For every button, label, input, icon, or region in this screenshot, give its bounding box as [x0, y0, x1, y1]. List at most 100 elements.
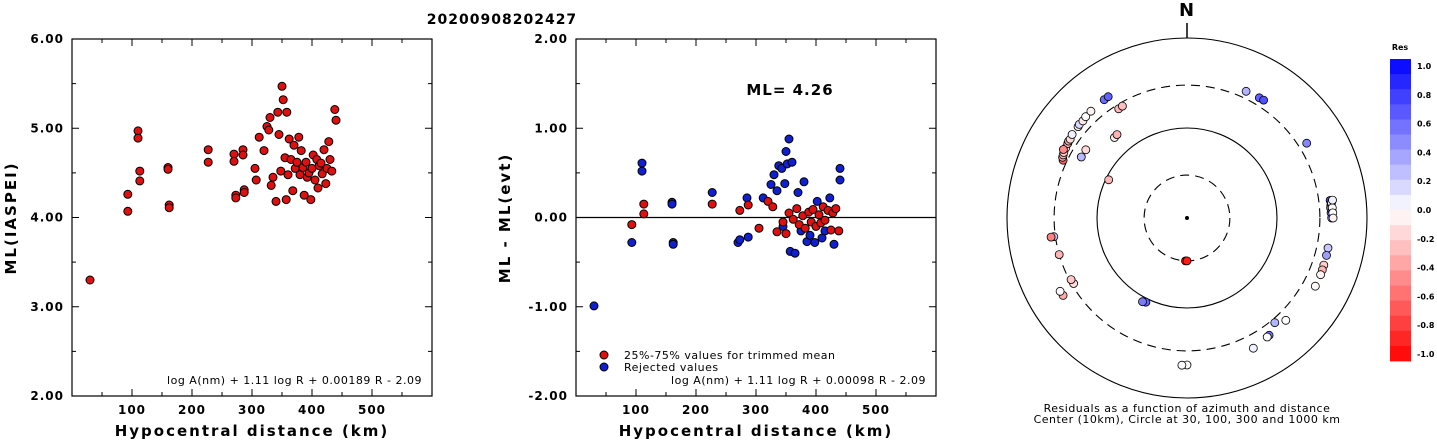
data-point — [278, 95, 288, 105]
data-point — [766, 180, 776, 189]
colorbar-tick-label: -0.2 — [1417, 235, 1435, 244]
station-point — [1328, 195, 1337, 205]
y-tick-label: 0.00 — [534, 211, 568, 225]
station-point — [1328, 213, 1338, 223]
data-point — [667, 199, 677, 209]
y-tick-label: -1.00 — [528, 300, 568, 314]
station-point — [1081, 145, 1091, 155]
data-point — [203, 157, 213, 167]
colorbar-cell — [1390, 134, 1411, 150]
station-point — [1248, 343, 1258, 353]
distance-rings — [1006, 37, 1368, 399]
data-point — [810, 238, 820, 247]
data-point — [239, 188, 249, 197]
station-point — [1259, 95, 1268, 105]
data-point — [781, 229, 791, 239]
data-point — [123, 189, 133, 199]
data-point — [306, 195, 316, 205]
x-tick-label: 200 — [178, 403, 206, 417]
data-point — [330, 105, 340, 114]
data-point — [784, 134, 794, 144]
colorbar-cell — [1390, 119, 1411, 135]
polar-caption-line1: Residuals as a function of azimuth and d… — [1044, 402, 1331, 415]
station-point — [1316, 270, 1325, 280]
data-point — [788, 214, 798, 224]
data-point — [265, 113, 275, 122]
y-tick-label: -2.00 — [528, 389, 568, 403]
station-point — [1059, 145, 1068, 154]
data-point — [316, 158, 326, 168]
colorbar-cell — [1390, 225, 1411, 241]
colorbar-cell — [1390, 89, 1411, 105]
data-point — [639, 209, 649, 219]
data-point — [274, 130, 284, 139]
data-point — [772, 227, 782, 237]
data-point — [266, 180, 276, 190]
station-point — [1076, 152, 1086, 162]
colorbar-cell — [1390, 104, 1411, 120]
data-point — [799, 177, 809, 187]
data-point — [805, 230, 815, 240]
data-point — [251, 175, 261, 185]
y-tick-label: 1.00 — [534, 121, 568, 135]
legend-marker-trimmed — [599, 350, 609, 360]
formula-text: log A(nm) + 1.11 log R + 0.00098 R - 2.0… — [671, 374, 926, 387]
colorbar-title: Res — [1392, 43, 1409, 52]
y-tick-label: 5.00 — [30, 121, 64, 135]
station-point — [1138, 297, 1147, 307]
data-point — [325, 155, 335, 164]
distance-ring — [1053, 84, 1321, 352]
figure-title: 20200908202427 — [427, 12, 577, 28]
colorbar-tick-label: 0.2 — [1417, 177, 1431, 186]
colorbar-cell — [1390, 345, 1411, 362]
y-axis-label: ML(IASPEI) — [2, 161, 20, 274]
colorbar-cell — [1390, 194, 1411, 211]
distance-ring — [1096, 127, 1278, 309]
data-point — [835, 175, 845, 185]
x-tick-label: 500 — [358, 403, 386, 417]
station-point — [1177, 360, 1187, 370]
x-tick-label: 100 — [118, 403, 146, 417]
station-point — [1118, 101, 1127, 111]
data-point — [301, 157, 311, 167]
y-tick-label: 2.00 — [534, 32, 568, 46]
station-point — [1270, 318, 1280, 328]
station-point — [1103, 92, 1113, 102]
data-point — [627, 238, 637, 247]
y-tick-label: 6.00 — [30, 32, 64, 46]
axis-ticks: 100 200 300 400 500 2.00 3.00 4.00 5.00 6.00 — [30, 32, 432, 417]
station-point — [1054, 250, 1064, 260]
data-point — [707, 188, 717, 197]
data-points — [85, 81, 341, 285]
colorbar-cell — [1390, 164, 1411, 181]
station-point — [1241, 86, 1251, 96]
data-point — [792, 204, 802, 214]
station-point — [1302, 138, 1312, 148]
data-point — [271, 196, 281, 206]
station-residual-points — [1046, 86, 1338, 370]
data-point — [268, 172, 278, 182]
data-point — [835, 163, 845, 173]
data-point — [294, 132, 304, 142]
x-tick-label: 100 — [622, 403, 650, 417]
residual-vs-distance-panel: 100 200 300 400 500 -2.00 -1.00 0.00 1.00 2.00 Hy… — [496, 32, 937, 440]
y-tick-label: 2.00 — [30, 389, 64, 403]
data-point — [123, 206, 133, 216]
data-point — [834, 226, 844, 236]
legend-label-rejected: Rejected values — [624, 361, 719, 374]
data-point — [826, 225, 836, 235]
data-point — [296, 146, 306, 156]
data-point — [793, 188, 803, 197]
data-point — [319, 145, 329, 155]
data-point — [281, 195, 291, 205]
colorbar-cell — [1390, 59, 1411, 75]
data-point — [825, 193, 835, 203]
colorbar-tick-label: 0.4 — [1417, 148, 1432, 157]
data-point — [808, 205, 818, 214]
data-point — [331, 115, 341, 125]
formula-text: log A(nm) + 1.11 log R + 0.00189 R - 2.0… — [167, 374, 422, 387]
data-point — [324, 137, 334, 147]
data-point — [299, 190, 309, 200]
x-tick-label: 500 — [862, 403, 890, 417]
colorbar-cell — [1390, 255, 1411, 271]
